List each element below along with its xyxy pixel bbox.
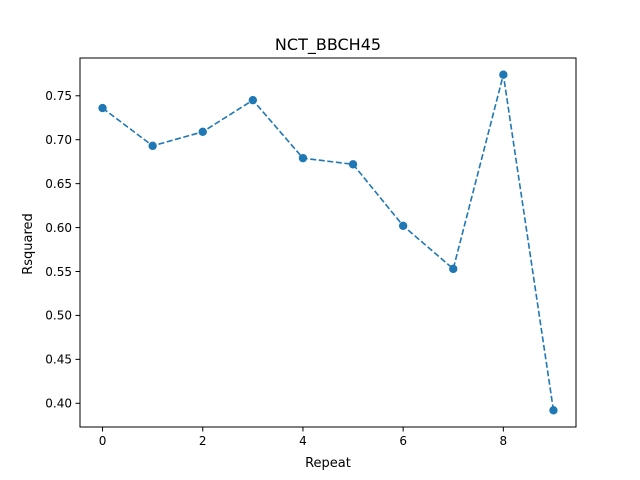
data-point [298,153,308,163]
y-tick-label: 0.50 [45,309,72,323]
data-point [549,406,558,415]
axis-ticks: 0 2 4 6 8 0.40 0.45 0.50 0.55 0.60 0.65 0.70 0.75 [45,89,507,448]
x-tick-label: 0 [99,434,107,448]
x-tick-label: 8 [500,434,508,448]
y-tick-label: 0.70 [45,133,72,147]
x-tick-label: 6 [399,434,407,448]
x-tick-label: 2 [199,434,207,448]
y-tick-label: 0.55 [45,265,72,279]
data-point [148,141,157,151]
y-tick-label: 0.75 [45,89,72,103]
series-line [102,74,555,411]
data-point [198,127,207,136]
plot-frame [79,57,577,428]
y-tick-label: 0.60 [45,221,72,235]
y-tick-label: 0.40 [45,397,72,411]
y-tick-label: 0.65 [45,177,72,191]
x-tick-label: 4 [299,434,307,448]
y-axis-label: Rsquared [21,213,36,275]
data-point [499,70,508,79]
x-axis-label: Repeat [305,456,351,471]
data-point [348,160,358,169]
data-point [449,264,458,274]
data-point [98,103,107,113]
plot-area [79,57,577,428]
data-point [398,221,408,231]
chart-title: NCT_BBCH45 [275,35,381,55]
data-point [248,95,258,105]
y-tick-label: 0.45 [45,353,72,367]
